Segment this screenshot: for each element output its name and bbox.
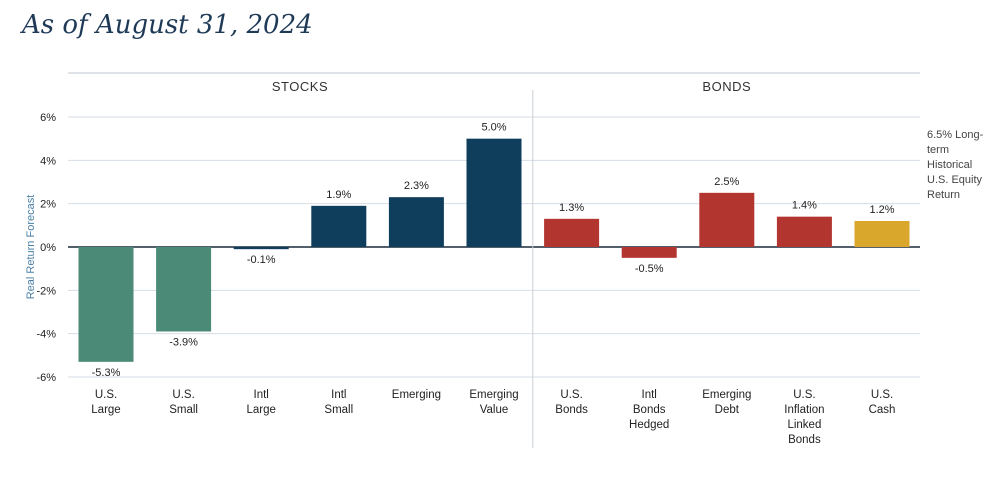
category-label: Value — [480, 404, 509, 416]
data-label: 2.3% — [404, 180, 429, 192]
category-label: Bonds — [788, 434, 821, 446]
reference-note: Historical — [927, 159, 972, 171]
y-tick-label: -2% — [36, 285, 56, 297]
category-label: Debt — [715, 404, 740, 416]
category-label: Intl — [254, 389, 269, 401]
category-label: Large — [246, 404, 275, 416]
reference-note: U.S. Equity — [927, 174, 983, 186]
reference-note: Return — [927, 189, 960, 201]
category-label: Inflation — [784, 404, 824, 416]
category-label: Linked — [787, 419, 821, 431]
category-label: U.S. — [95, 389, 117, 401]
reference-note: 6.5% Long- — [927, 129, 984, 141]
category-label: Hedged — [629, 419, 669, 431]
category-label: U.S. — [871, 389, 893, 401]
bar — [311, 205, 367, 247]
category-label: Small — [324, 404, 353, 416]
group-label-bonds: BONDS — [702, 79, 751, 94]
bar — [78, 247, 134, 362]
axes — [68, 72, 920, 448]
y-axis-label: Real Return Forecast — [25, 195, 37, 300]
category-label: Bonds — [633, 404, 666, 416]
data-label: -0.1% — [247, 254, 276, 266]
bar — [156, 247, 212, 332]
bar — [854, 221, 910, 247]
page-title: As of August 31, 2024 — [22, 10, 313, 40]
category-label: Emerging — [702, 389, 751, 401]
bar — [776, 216, 832, 247]
y-tick-label: 0% — [40, 242, 56, 254]
category-label: U.S. — [793, 389, 815, 401]
data-label: 5.0% — [481, 122, 506, 134]
labels: 6% 4% 2% 0% -2% -4% -6% Real Return Forecast STO… — [25, 79, 984, 446]
category-label: Emerging — [392, 389, 441, 401]
category-label: Intl — [331, 389, 346, 401]
category-label: Cash — [869, 404, 896, 416]
y-tick-label: -6% — [36, 372, 56, 384]
data-label: 1.4% — [792, 200, 817, 212]
group-label-stocks: STOCKS — [272, 79, 328, 94]
bar — [699, 192, 755, 247]
y-tick-label: 2% — [40, 199, 56, 211]
bar — [388, 197, 444, 247]
y-tick-label: 4% — [40, 155, 56, 167]
data-label: 1.2% — [869, 204, 894, 216]
data-label: -0.5% — [635, 263, 664, 275]
category-label: Large — [91, 404, 120, 416]
bars — [78, 138, 910, 362]
data-label: 1.9% — [326, 189, 351, 201]
y-tick-label: -4% — [36, 329, 56, 341]
data-label: -3.9% — [169, 337, 198, 349]
data-label: -5.3% — [92, 367, 121, 379]
y-tick-label: 6% — [40, 112, 56, 124]
bar — [233, 247, 289, 250]
bar — [466, 138, 522, 247]
category-label: Small — [169, 404, 198, 416]
category-label: U.S. — [560, 389, 582, 401]
bar — [544, 218, 600, 247]
reference-note: term — [927, 144, 949, 156]
category-label: Bonds — [555, 404, 588, 416]
category-label: Emerging — [469, 389, 518, 401]
bar — [621, 247, 677, 258]
category-label: Intl — [642, 389, 657, 401]
data-label: 2.5% — [714, 176, 739, 188]
category-label: U.S. — [172, 389, 194, 401]
data-label: 1.3% — [559, 202, 584, 214]
